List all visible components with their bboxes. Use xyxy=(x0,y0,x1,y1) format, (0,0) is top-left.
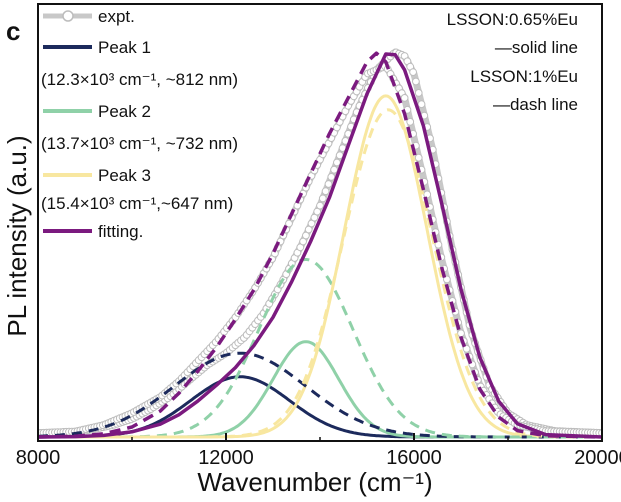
annotation-sample2-style: —dash line xyxy=(493,95,578,114)
legend-label: Peak 3 xyxy=(98,166,151,185)
expt-solid-point xyxy=(321,187,330,196)
fit-layer xyxy=(38,51,602,439)
fitting-dash-line xyxy=(38,51,602,439)
legend: expt. Peak 1 (12.3×10³ cm⁻¹, ~812 nm) Peak … xyxy=(41,7,238,241)
fitting-solid-line xyxy=(38,52,602,439)
legend-sublabel: (15.4×10³ cm⁻¹,~647 nm) xyxy=(41,194,233,213)
legend-sublabel: (13.7×10³ cm⁻¹, ~732 nm) xyxy=(41,134,238,153)
expt-solid-point xyxy=(412,77,420,86)
expt-solid-point xyxy=(316,201,324,210)
y-axis-title: PL intensity (a.u.) xyxy=(2,135,32,336)
panel-label: c xyxy=(6,16,20,46)
x-tick-label: 8000 xyxy=(16,447,61,469)
expt-solid-point xyxy=(327,173,336,181)
expt-dash-point xyxy=(462,344,471,353)
expt-dash-point xyxy=(406,117,415,126)
legend-marker xyxy=(62,10,74,22)
expt-solid-point xyxy=(409,68,418,76)
expt-dash-point xyxy=(400,94,409,102)
annotation-sample2: LSSON:1%Eu xyxy=(470,67,578,86)
expt-dash-point xyxy=(443,275,451,284)
legend-label: expt. xyxy=(98,7,135,26)
expt-solid-point xyxy=(318,194,327,203)
expt-dash-point xyxy=(423,190,432,199)
x-axis-ticks: 8000 12000 16000 20000 xyxy=(16,433,621,469)
dataset-annotations: LSSON:0.65%Eu —solid line LSSON:1%Eu —da… xyxy=(447,10,578,114)
x-tick-label: 20000 xyxy=(574,447,621,469)
expt-solid-point xyxy=(417,100,426,109)
x-tick-label: 16000 xyxy=(386,447,442,469)
expt-solid-point xyxy=(333,158,341,167)
x-tick-label: 12000 xyxy=(198,447,254,469)
x-axis-title: Wavenumber (cm⁻¹) xyxy=(197,467,432,497)
legend-label: Peak 2 xyxy=(98,102,151,121)
expt-dash-point xyxy=(434,240,443,249)
legend-label: Peak 1 xyxy=(98,38,151,57)
annotation-sample1: LSSON:0.65%Eu xyxy=(447,10,578,29)
expt-solid-point xyxy=(414,89,423,97)
expt-dash-point xyxy=(414,153,423,162)
expt-solid-point xyxy=(324,180,333,188)
legend-label: fitting. xyxy=(98,222,143,241)
legend-sublabel: (12.3×10³ cm⁻¹, ~812 nm) xyxy=(41,70,238,89)
expt-solid-point xyxy=(330,165,339,174)
expt-dash-point xyxy=(457,329,465,338)
annotation-sample1-style: —solid line xyxy=(495,38,578,57)
